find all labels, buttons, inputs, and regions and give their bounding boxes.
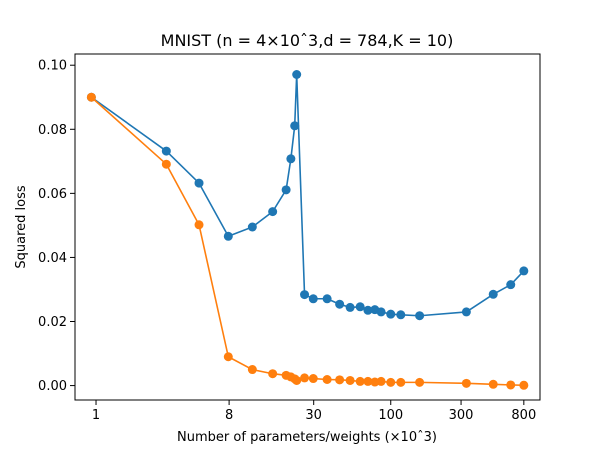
y-axis: 0.00 0.02 0.04 0.06 0.08 0.10 [38,59,75,394]
data-point [300,373,310,383]
data-point [300,290,310,300]
data-point [506,280,516,290]
data-point [386,309,396,319]
data-point [161,146,171,156]
y-tick-label: 0.06 [38,187,67,202]
data-point [506,380,516,390]
data-point [415,311,425,321]
data-point [292,375,302,385]
data-point [161,159,171,169]
x-axis-label: Number of parameters/weights (×10ˆ3) [177,430,437,445]
data-point [86,92,96,102]
data-point [519,380,529,390]
chart-title: MNIST (n = 4×10ˆ3,d = 784,K = 10) [161,31,454,50]
data-point [461,378,471,388]
data-point [247,222,257,232]
data-point [322,294,332,304]
plot-area [74,53,541,401]
series-2 [86,92,529,390]
data-point [335,299,345,309]
data-point [488,289,498,299]
series-1 [86,70,529,321]
series-layer [86,70,529,390]
x-tick-label: 800 [511,408,536,423]
y-tick-label: 0.02 [38,315,67,330]
y-axis-label: Squared loss [14,185,29,268]
data-point [345,302,355,312]
x-tick-label: 100 [378,408,403,423]
data-point [363,376,373,386]
data-point [268,369,278,379]
data-point [322,375,332,384]
data-point [396,377,406,387]
series-line [90,96,524,387]
y-tick-label: 0.08 [38,123,67,138]
plot-frame [74,53,541,401]
data-point [396,310,406,320]
data-point [308,374,318,384]
x-axis: 1 8 30 100 300 800 [92,400,536,423]
series-line [90,73,525,317]
data-point [363,305,373,315]
data-point [519,266,529,276]
data-point [335,375,345,385]
y-tick-label: 0.10 [38,59,67,74]
x-tick-label: 300 [449,408,474,423]
data-point [268,207,278,217]
data-point [461,307,471,317]
y-tick-label: 0.04 [38,251,67,266]
data-point [286,154,296,164]
data-point [355,376,365,386]
x-tick-label: 8 [225,408,233,423]
x-tick-label: 1 [92,408,100,423]
data-point [194,220,204,230]
data-point [415,377,425,387]
y-tick-label: 0.00 [38,379,67,394]
x-tick-label: 30 [305,408,322,423]
data-point [292,70,302,79]
data-point [281,185,291,195]
data-point [488,379,498,389]
data-point [194,178,204,188]
data-point [386,377,396,387]
data-point [290,121,300,131]
data-point [345,375,355,385]
data-point [223,231,233,241]
data-point [376,376,386,386]
data-point [376,307,386,317]
data-point [308,294,318,304]
data-point [355,302,365,312]
data-point [247,365,257,375]
data-point [223,352,233,362]
